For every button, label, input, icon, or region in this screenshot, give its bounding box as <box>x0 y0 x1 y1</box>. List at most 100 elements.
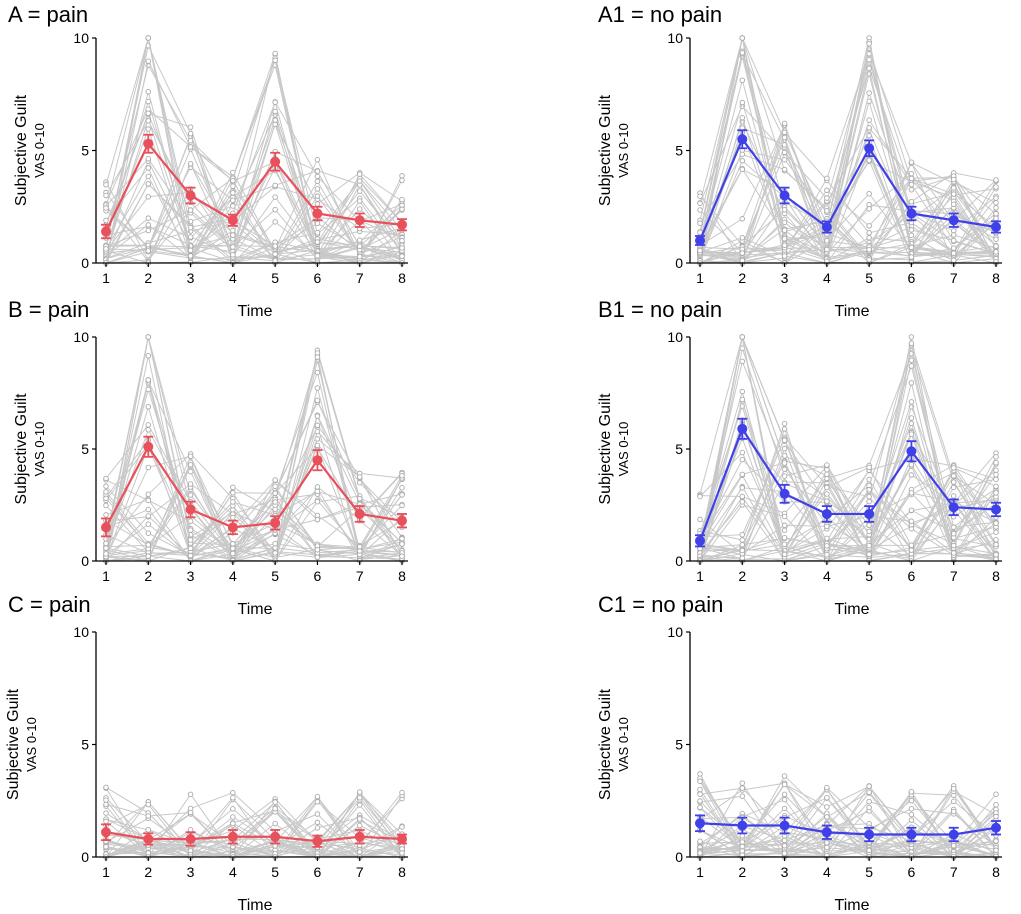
subject-point <box>739 334 746 340</box>
mean-point <box>906 446 917 457</box>
mean-point <box>779 190 790 201</box>
subject-point <box>993 838 999 844</box>
subject-point <box>145 222 152 228</box>
subject-point <box>187 481 194 487</box>
subject-point <box>356 479 363 486</box>
subject-point <box>399 173 405 179</box>
subject-point <box>314 819 321 826</box>
mean-line <box>105 141 403 232</box>
subject-point <box>103 182 109 188</box>
subject-point <box>103 512 109 518</box>
x-tick-label: 7 <box>356 270 364 286</box>
subject-point <box>314 397 321 404</box>
subject-point <box>356 795 363 801</box>
x-tick-label: 6 <box>908 568 916 584</box>
subject-point <box>824 840 830 846</box>
subject-point <box>993 520 999 526</box>
subject-point <box>739 114 746 121</box>
subject-point <box>145 530 152 536</box>
subject-point <box>187 144 194 150</box>
subject-line <box>699 105 997 258</box>
subject-point <box>399 237 405 244</box>
subject-point <box>866 230 872 236</box>
subject-point <box>866 487 872 493</box>
subject-line <box>699 364 997 552</box>
y-tick-label: 0 <box>675 553 683 569</box>
subject-point <box>993 195 999 201</box>
subject-point <box>145 118 152 124</box>
panel-c1: C1 = no pain 0 5 10 1 2 3 4 5 6 7 8 Subjective Guilt… <box>597 592 1002 914</box>
x-axis-label: Time <box>238 897 273 914</box>
subject-line <box>105 166 403 263</box>
subject-point <box>908 811 915 818</box>
subject-point <box>781 527 788 534</box>
subject-point <box>993 537 999 543</box>
subject-point <box>272 206 278 213</box>
panel-a: A = pain 0 5 10 1 2 3 4 5 6 7 8 Subjective Guilt VAS … <box>8 2 408 320</box>
y-tick-label: 10 <box>667 329 683 345</box>
subject-point <box>908 380 915 386</box>
y-axis-sublabel: VAS 0-10 <box>616 123 631 178</box>
subject-point <box>187 234 194 240</box>
subject-point <box>950 473 957 479</box>
subject-point <box>993 791 999 797</box>
subject-point <box>950 493 957 499</box>
y-axis-label: Subjective Guilt <box>597 94 614 206</box>
individual-traces <box>103 334 405 564</box>
subject-line <box>699 37 997 256</box>
subject-point <box>697 200 703 207</box>
subject-point <box>824 187 830 194</box>
panel-title: B1 = no pain <box>598 297 722 322</box>
x-tick-label: 3 <box>781 864 789 880</box>
subject-point <box>230 203 236 209</box>
y-tick-label: 10 <box>73 30 89 46</box>
subject-line <box>699 336 997 558</box>
subject-line <box>105 801 403 858</box>
x-tick-label: 4 <box>229 864 237 880</box>
panel-a1: A1 = no pain 0 5 10 1 2 3 4 5 6 7 8 Subjective Guilt… <box>597 2 1002 320</box>
subject-point <box>103 810 109 816</box>
mean-point <box>737 134 748 145</box>
subject-point <box>272 50 278 57</box>
subject-point <box>950 201 957 208</box>
subject-point <box>187 124 194 130</box>
subject-line <box>105 200 403 264</box>
mean-line <box>105 444 403 529</box>
subject-point <box>739 216 746 222</box>
subject-point <box>356 198 363 204</box>
subject-line <box>105 119 403 261</box>
mean-point <box>227 215 238 226</box>
subject-point <box>230 484 236 491</box>
subject-point <box>908 399 915 405</box>
subject-point <box>824 498 830 504</box>
x-tick-label: 6 <box>908 270 916 286</box>
y-tick-label: 5 <box>81 737 89 753</box>
subject-point <box>993 467 999 473</box>
subject-point <box>314 825 321 831</box>
mean-point <box>101 226 111 237</box>
x-axis-label: Time <box>835 601 870 618</box>
subject-point <box>993 476 999 483</box>
mean-point <box>185 834 196 844</box>
mean-point <box>821 827 832 838</box>
subject-point <box>145 215 152 221</box>
subject-point <box>145 334 152 340</box>
x-tick-label: 5 <box>271 270 279 286</box>
subject-point <box>399 472 405 479</box>
subject-point <box>272 99 278 105</box>
x-tick-label: 8 <box>992 568 1000 584</box>
subject-point <box>866 847 872 854</box>
subject-point <box>697 850 703 856</box>
subject-line <box>699 812 997 858</box>
y-axis-label: Subjective Guilt <box>13 393 30 505</box>
subject-line <box>699 467 997 562</box>
subject-point <box>908 547 915 553</box>
subject-point <box>781 513 788 520</box>
subject-line <box>699 120 997 264</box>
subject-point <box>230 490 236 496</box>
x-tick-label: 2 <box>144 568 152 584</box>
subject-point <box>781 473 788 479</box>
subject-point <box>739 77 746 83</box>
y-tick-label: 5 <box>81 143 89 159</box>
mean-point <box>312 208 323 219</box>
